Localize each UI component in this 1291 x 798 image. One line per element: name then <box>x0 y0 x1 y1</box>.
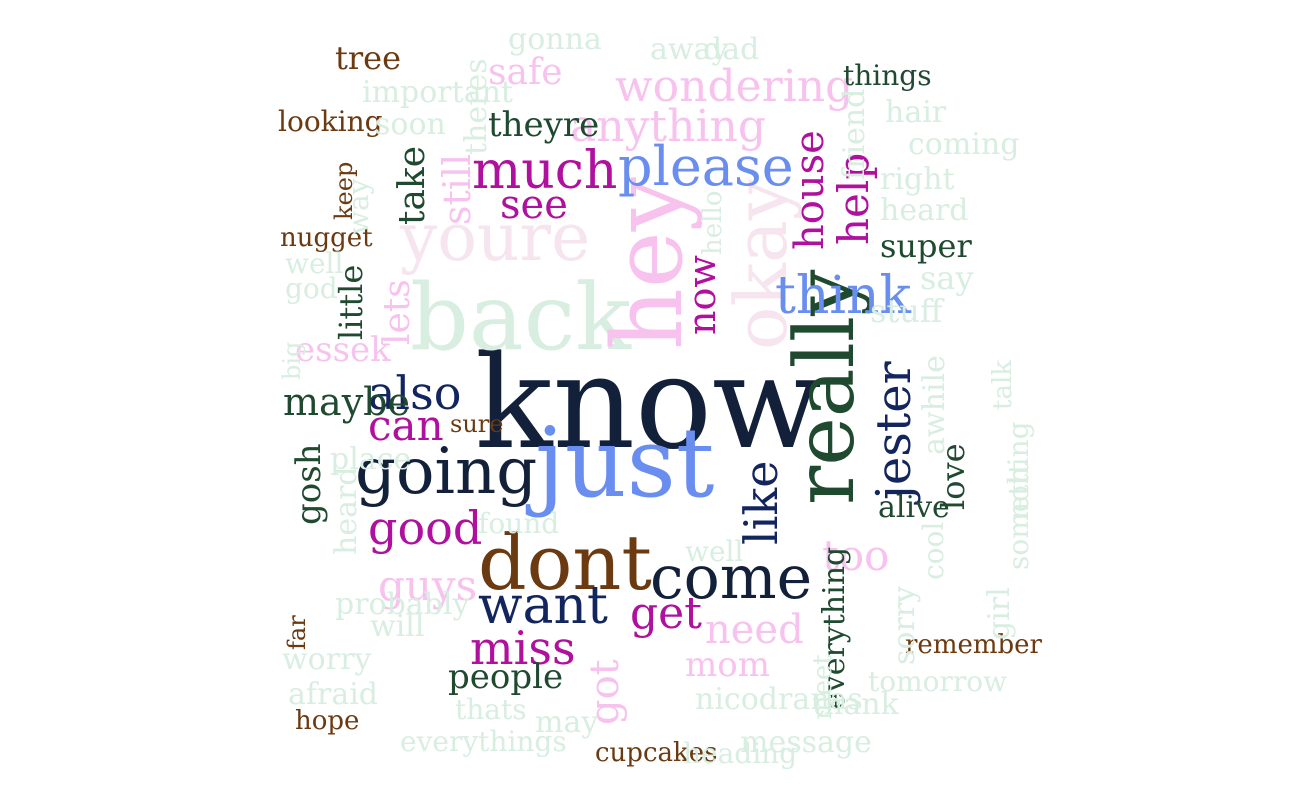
cloud-word: sure <box>450 410 504 438</box>
cloud-word: people <box>448 657 564 697</box>
cloud-word: hello <box>698 190 728 255</box>
cloud-word: lets <box>377 279 418 345</box>
cloud-word: heading <box>683 737 798 770</box>
cloud-word: say <box>920 259 974 297</box>
cloud-word: still <box>435 153 479 225</box>
cloud-word: safe <box>488 52 563 93</box>
cloud-word: message <box>740 725 872 760</box>
cloud-word: nugget <box>280 223 373 253</box>
cloud-word: cool <box>917 521 950 580</box>
cloud-word: alive <box>878 490 950 525</box>
cloud-word: cupcakes <box>595 738 718 768</box>
cloud-word: soon <box>375 107 446 142</box>
cloud-word: well <box>285 247 344 280</box>
cloud-word: like <box>734 460 788 545</box>
cloud-word: away <box>650 32 729 67</box>
cloud-word: mom <box>685 645 770 685</box>
cloud-word: looking <box>278 105 383 138</box>
cloud-word: dad <box>703 32 760 67</box>
cloud-word: wondering <box>615 61 854 112</box>
cloud-word: important <box>362 75 513 110</box>
cloud-word: well <box>685 535 744 568</box>
cloud-word: nicodranas <box>695 682 863 717</box>
cloud-word: come <box>650 543 813 613</box>
cloud-word: now <box>680 255 724 335</box>
cloud-word: much <box>472 141 618 201</box>
cloud-word: also <box>368 366 462 420</box>
cloud-word: hair <box>885 95 947 130</box>
cloud-word: right <box>880 162 955 197</box>
cloud-word: remember <box>905 630 1042 660</box>
cloud-word: maybe <box>283 380 410 424</box>
cloud-word: friend <box>837 88 872 180</box>
cloud-word: house <box>787 130 833 250</box>
cloud-word: thats <box>455 693 527 726</box>
cloud-word: something <box>1002 421 1035 570</box>
cloud-word: heard <box>880 193 969 228</box>
cloud-word: essek <box>295 330 391 370</box>
cloud-word: dont <box>478 518 652 607</box>
cloud-word: everythings <box>400 725 567 758</box>
cloud-word: may <box>535 705 599 740</box>
cloud-word: place <box>330 442 412 477</box>
cloud-word: think <box>775 266 912 326</box>
cloud-word: found <box>478 507 560 540</box>
cloud-word: afraid <box>288 677 379 712</box>
cloud-word: tree <box>335 39 402 77</box>
cloud-word: things <box>843 59 932 92</box>
cloud-word: good <box>368 501 483 555</box>
cloud-word: jester <box>866 361 922 500</box>
cloud-word: talk <box>988 359 1018 410</box>
cloud-word: miss <box>470 621 576 675</box>
cloud-word: heard <box>329 466 364 555</box>
cloud-word: youre <box>400 199 591 276</box>
cloud-word: god <box>285 272 338 305</box>
cloud-word: going <box>355 435 538 509</box>
cloud-word: tomorrow <box>868 665 1008 698</box>
cloud-word: can <box>368 401 444 450</box>
cloud-word: girl <box>982 587 1017 640</box>
cloud-word: will <box>370 609 425 644</box>
cloud-word: want <box>478 576 608 636</box>
cloud-word: worry <box>282 642 372 677</box>
cloud-word: awhile <box>917 355 952 455</box>
cloud-word: know <box>475 329 822 478</box>
cloud-word: big <box>278 341 306 380</box>
cloud-word: take <box>392 145 433 225</box>
cloud-word: theres <box>459 58 494 155</box>
cloud-word: gosh <box>289 443 329 525</box>
cloud-word: coming <box>908 127 1020 162</box>
cloud-word: thank <box>812 687 899 722</box>
cloud-word: guys <box>378 561 478 610</box>
cloud-word: way <box>342 178 375 235</box>
cloud-word: please <box>618 135 794 198</box>
cloud-word: stuff <box>870 292 943 330</box>
cloud-word: gonna <box>508 22 602 57</box>
cloud-word: see <box>500 182 568 228</box>
cloud-word: just <box>535 407 715 519</box>
cloud-word: need <box>705 607 804 653</box>
cloud-word: sorry <box>887 585 922 665</box>
cloud-word: get <box>630 588 702 639</box>
cloud-word: too <box>822 531 890 580</box>
cloud-word: super <box>880 227 972 265</box>
cloud-word: theyre <box>488 105 600 145</box>
cloud-word: back <box>410 264 632 371</box>
cloud-word: hope <box>295 706 360 736</box>
cloud-word: probably <box>335 587 470 622</box>
cloud-word: anything <box>570 101 767 152</box>
